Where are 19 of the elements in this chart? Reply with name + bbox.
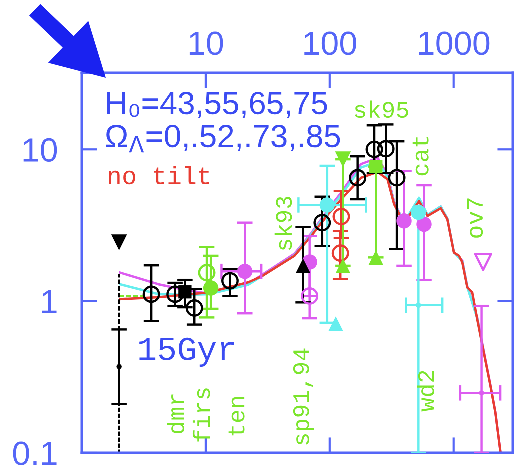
- y-tick-label: 10: [24, 138, 58, 162]
- x-tick-label: 10: [190, 32, 224, 56]
- y-tick-label: 0.1: [13, 442, 57, 466]
- annotation: ov7: [467, 198, 484, 238]
- annotation: no tilt: [109, 166, 210, 185]
- x-tick-label: 1000: [419, 32, 490, 56]
- x-tick-label: 100: [304, 32, 356, 56]
- annotation: Ω$_{Λ}$=0,.52,.73,.85: [106, 125, 340, 153]
- annotation: 15Gyr: [140, 338, 234, 368]
- annotation: sk95: [355, 100, 408, 118]
- annotation: sp91,94: [293, 348, 314, 445]
- annotation: H₀=43,55,65,75: [107, 92, 328, 118]
- annotation: wd2: [417, 371, 434, 412]
- annotation: ten: [228, 397, 245, 436]
- annotation: firs: [192, 388, 210, 442]
- y-tick-label: 1: [42, 290, 57, 314]
- annotation: dmr: [167, 394, 185, 434]
- annotation: sk93: [274, 197, 292, 250]
- annotation: cat: [412, 137, 429, 176]
